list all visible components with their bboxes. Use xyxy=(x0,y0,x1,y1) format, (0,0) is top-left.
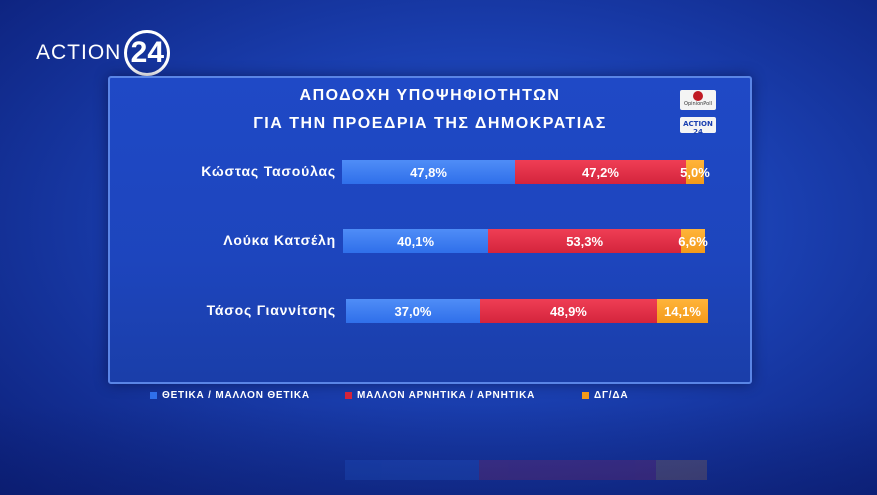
chart-title: ΑΠΟΔΟΧΗ ΥΠΟΨΗΦΙΟΤΗΤΩΝ xyxy=(299,87,561,104)
bar-segment-neg: 48,9% xyxy=(479,299,657,323)
legend-swatch xyxy=(150,392,157,399)
action24-logo: ACTION 24 xyxy=(36,30,171,76)
legend-swatch xyxy=(582,392,589,399)
reflection-segment xyxy=(655,460,707,480)
legend-label: ΘΕΤΙΚΑ / ΜΑΛΛΟΝ ΘΕΤΙΚΑ xyxy=(162,390,310,401)
bar-segment-pos: 40,1% xyxy=(343,229,489,253)
bar-segment-dk: 14,1% xyxy=(656,299,708,323)
logo-word: ACTION xyxy=(36,41,122,64)
stacked-bar: 37,0% 48,9% 14,1% xyxy=(346,299,708,323)
bar-segment-pos: 37,0% xyxy=(346,299,480,323)
chart-panel: ΑΠΟΔΟΧΗ ΥΠΟΨΗΦΙΟΤΗΤΩΝ ΓΙΑ ΤΗΝ ΠΡΟΕΔΡΙΑ Τ… xyxy=(108,76,752,384)
stacked-bar: 40,1% 53,3% 6,6% xyxy=(343,229,708,253)
logo-number: 24 xyxy=(124,30,171,76)
legend-item: ΔΓ/ΔΑ xyxy=(582,390,628,401)
candidate-label: Τάσος Γιαννίτσης xyxy=(206,302,336,318)
legend-item: ΜΑΛΛΟΝ ΑΡΝΗΤΙΚΑ / ΑΡΝΗΤΙΚΑ xyxy=(345,390,535,401)
stacked-bar: 47,8% 47,2% 5,0% xyxy=(342,160,710,184)
bar-reflection xyxy=(345,460,707,480)
chart-subtitle: ΓΙΑ ΤΗΝ ΠΡΟΕΔΡΙΑ ΤΗΣ ΔΗΜΟΚΡΑΤΙΑΣ xyxy=(253,115,607,132)
reflection-segment xyxy=(478,460,656,480)
bar-segment-pos: 47,8% xyxy=(342,160,516,184)
opinionpoll-badge-text: OpinionPoll xyxy=(684,101,712,107)
legend-label: ΔΓ/ΔΑ xyxy=(594,390,629,401)
legend-item: ΘΕΤΙΚΑ / ΜΑΛΛΟΝ ΘΕΤΙΚΑ xyxy=(150,390,310,401)
opinionpoll-badge: OpinionPoll xyxy=(680,90,716,110)
candidate-label: Κώστας Τασούλας xyxy=(201,163,336,179)
bar-segment-neg: 47,2% xyxy=(515,160,686,184)
bar-segment-dk: 5,0% xyxy=(680,160,710,184)
action24-badge: ACTION 24 xyxy=(680,117,716,136)
legend-label: ΜΑΛΛΟΝ ΑΡΝΗΤΙΚΑ / ΑΡΝΗΤΙΚΑ xyxy=(357,390,536,401)
opinionpoll-logo-icon xyxy=(693,91,703,101)
legend-swatch xyxy=(345,392,352,399)
bar-segment-neg: 53,3% xyxy=(488,229,682,253)
action24-badge-text: ACTION 24 xyxy=(683,120,713,136)
reflection-segment xyxy=(345,460,479,480)
candidate-label: Λούκα Κατσέλη xyxy=(223,232,336,248)
bar-segment-dk: 6,6% xyxy=(678,229,708,253)
studio-floor-reflection xyxy=(0,405,877,495)
